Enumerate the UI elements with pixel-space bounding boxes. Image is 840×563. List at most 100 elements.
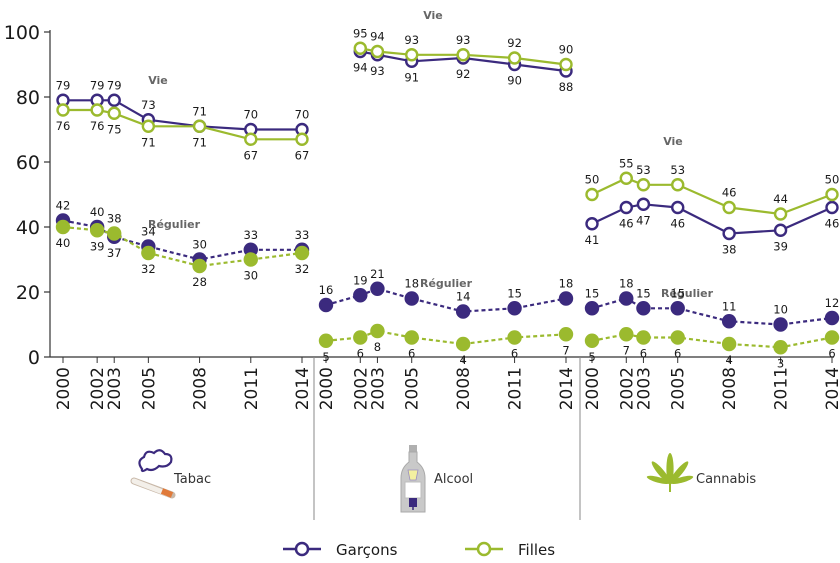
data-point — [404, 330, 419, 345]
data-point — [825, 200, 839, 215]
data-label: 79 — [90, 78, 105, 92]
x-tick-label: 2014 — [293, 367, 313, 410]
data-label: 6 — [511, 347, 518, 361]
data-point — [370, 281, 385, 296]
data-label: 7 — [562, 343, 569, 357]
data-point — [318, 297, 334, 313]
data-label: 16 — [319, 283, 334, 297]
data-label: 95 — [353, 26, 368, 40]
data-label: 91 — [404, 70, 419, 84]
data-label: 38 — [107, 212, 122, 226]
data-point — [295, 132, 309, 146]
data-point — [722, 226, 736, 241]
data-label: 6 — [357, 347, 364, 361]
data-point — [636, 301, 651, 316]
data-point — [636, 197, 651, 211]
legend-item-garcons: Garçons — [283, 541, 398, 559]
data-label: 75 — [107, 122, 122, 136]
y-tick-label: 100 — [4, 22, 40, 44]
x-tick-label: 2005 — [139, 367, 159, 410]
data-point — [244, 132, 258, 146]
data-point — [455, 304, 471, 319]
data-point — [243, 252, 258, 267]
data-label: 28 — [192, 275, 207, 289]
data-label: 73 — [141, 98, 156, 112]
x-tick-label: 2014 — [823, 367, 840, 410]
x-tick-label: 2003 — [634, 367, 654, 410]
data-point — [722, 200, 736, 215]
data-label: 76 — [90, 119, 105, 133]
data-label: 4 — [725, 353, 732, 367]
data-point — [353, 41, 367, 55]
data-point — [507, 51, 522, 65]
data-label: 37 — [107, 246, 122, 260]
data-point — [370, 44, 385, 59]
data-point — [773, 207, 788, 221]
data-point — [585, 187, 599, 202]
data-point — [558, 291, 574, 306]
data-label: 4 — [459, 353, 466, 367]
x-tick-label: 2003 — [105, 367, 125, 410]
data-label: 3 — [777, 356, 784, 370]
data-label: 12 — [825, 296, 840, 310]
data-label: 50 — [585, 173, 600, 187]
y-tick-label: 60 — [16, 152, 40, 174]
data-label: 67 — [243, 148, 258, 162]
data-label: 34 — [141, 225, 156, 239]
data-label: 6 — [674, 347, 681, 361]
data-label: 88 — [559, 80, 574, 94]
data-point — [353, 330, 368, 345]
data-label: 39 — [773, 239, 788, 253]
data-point — [455, 336, 471, 352]
data-point — [141, 245, 156, 261]
data-label: 79 — [107, 78, 122, 92]
x-tick-label: 2003 — [368, 367, 388, 410]
data-label: 90 — [507, 74, 522, 88]
data-point — [824, 330, 840, 345]
series-layer — [55, 41, 840, 355]
data-point — [825, 187, 839, 202]
x-tick-label: 2005 — [403, 367, 423, 410]
data-label: 46 — [619, 217, 634, 231]
data-point — [405, 48, 419, 62]
data-label: 71 — [192, 135, 207, 149]
data-point — [107, 93, 121, 107]
data-point — [370, 323, 385, 339]
data-label: 30 — [243, 269, 258, 283]
data-point — [559, 57, 573, 72]
data-point — [456, 48, 470, 62]
data-label: 6 — [640, 347, 647, 361]
data-label: 94 — [370, 30, 385, 44]
data-label: 15 — [507, 286, 522, 300]
data-point — [824, 310, 840, 326]
data-point — [773, 317, 788, 332]
data-label: 46 — [825, 217, 840, 231]
data-label: 92 — [456, 67, 471, 81]
panel-labels: Tabac Alcool Cannabis — [173, 472, 756, 487]
data-label: 40 — [90, 205, 105, 219]
y-tick-label: 20 — [16, 282, 40, 304]
data-label: 90 — [559, 43, 574, 57]
data-point — [107, 106, 121, 120]
data-point — [558, 327, 574, 342]
data-point — [584, 333, 600, 348]
data-point — [90, 103, 104, 117]
legend-label-filles: Filles — [518, 541, 555, 559]
data-label: 53 — [636, 163, 651, 177]
legend-label-garcons: Garçons — [336, 541, 398, 559]
group-label: Régulier — [661, 287, 714, 300]
bottle-icon — [400, 445, 426, 513]
x-tick-label: 2014 — [557, 367, 577, 410]
data-label: 70 — [243, 108, 258, 122]
data-label: 19 — [353, 273, 368, 287]
data-point — [619, 327, 634, 342]
data-label: 70 — [295, 108, 310, 122]
group-label: Vie — [148, 74, 168, 87]
data-label: 8 — [374, 340, 381, 354]
data-label: 15 — [585, 286, 600, 300]
cigarette-icon — [130, 449, 176, 499]
data-label: 67 — [295, 148, 310, 162]
data-point — [584, 301, 600, 316]
data-point — [192, 119, 207, 133]
